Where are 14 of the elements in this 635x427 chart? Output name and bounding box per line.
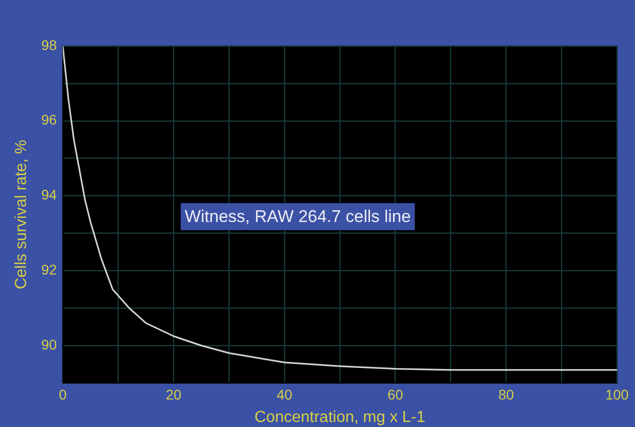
x-tick-label: 80: [498, 386, 514, 402]
x-tick-label: 60: [388, 386, 404, 402]
text: Witness, RAW 264.7 cells line: [184, 206, 411, 226]
y-tick-label: 90: [41, 336, 57, 352]
y-tick-label: 96: [41, 112, 57, 128]
y-tick-label: 94: [41, 186, 57, 203]
y-tick-label: 98: [41, 36, 57, 53]
x-tick-label: 40: [276, 386, 292, 402]
y-axis-title: Cells survival rate, %: [13, 140, 30, 290]
x-tick-label: 0: [58, 386, 67, 402]
x-tick-label: 20: [166, 386, 182, 402]
x-axis-title: Concentration, mg x L-1: [254, 408, 426, 426]
y-tick-label: 92: [41, 262, 57, 278]
x-tick-label: 100: [605, 386, 629, 402]
